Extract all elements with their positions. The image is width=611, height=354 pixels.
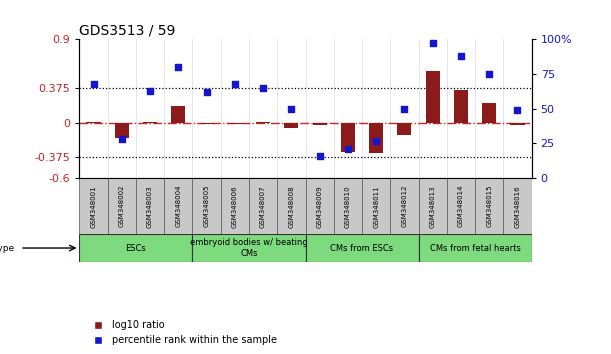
Point bbox=[145, 88, 155, 93]
Text: GSM348007: GSM348007 bbox=[260, 185, 266, 228]
Text: GSM348005: GSM348005 bbox=[203, 185, 210, 228]
Bar bbox=[115, 122, 129, 138]
Text: CMs from ESCs: CMs from ESCs bbox=[331, 244, 393, 252]
Point bbox=[456, 53, 466, 58]
Text: GSM348003: GSM348003 bbox=[147, 185, 153, 228]
Text: GSM348010: GSM348010 bbox=[345, 185, 351, 228]
Point bbox=[315, 153, 324, 159]
Text: GSM348015: GSM348015 bbox=[486, 185, 492, 228]
Bar bbox=[426, 70, 440, 122]
Point bbox=[400, 106, 409, 112]
FancyBboxPatch shape bbox=[277, 178, 306, 234]
FancyBboxPatch shape bbox=[503, 178, 532, 234]
Point bbox=[513, 107, 522, 113]
FancyBboxPatch shape bbox=[221, 178, 249, 234]
Text: CMs from fetal hearts: CMs from fetal hearts bbox=[430, 244, 521, 252]
Text: cell type: cell type bbox=[0, 244, 15, 252]
Bar bbox=[313, 122, 327, 125]
FancyBboxPatch shape bbox=[419, 234, 532, 262]
FancyBboxPatch shape bbox=[334, 178, 362, 234]
FancyBboxPatch shape bbox=[79, 234, 192, 262]
Point bbox=[428, 40, 437, 46]
Bar bbox=[200, 122, 214, 124]
Text: GSM348001: GSM348001 bbox=[90, 185, 97, 228]
Point bbox=[343, 146, 353, 152]
FancyBboxPatch shape bbox=[79, 178, 108, 234]
Bar bbox=[510, 122, 524, 125]
Bar bbox=[369, 122, 383, 153]
Point bbox=[117, 136, 126, 142]
Point bbox=[287, 106, 296, 112]
FancyBboxPatch shape bbox=[419, 178, 447, 234]
Text: GDS3513 / 59: GDS3513 / 59 bbox=[79, 24, 176, 38]
FancyBboxPatch shape bbox=[249, 178, 277, 234]
FancyBboxPatch shape bbox=[390, 178, 419, 234]
FancyBboxPatch shape bbox=[306, 178, 334, 234]
Text: embryoid bodies w/ beating
CMs: embryoid bodies w/ beating CMs bbox=[190, 238, 308, 258]
Bar bbox=[284, 122, 298, 128]
FancyBboxPatch shape bbox=[192, 178, 221, 234]
Point bbox=[485, 71, 494, 76]
Point bbox=[230, 81, 240, 86]
Bar bbox=[482, 103, 496, 122]
Text: GSM348012: GSM348012 bbox=[401, 185, 408, 228]
Text: GSM348009: GSM348009 bbox=[316, 185, 323, 228]
Point bbox=[174, 64, 183, 70]
FancyBboxPatch shape bbox=[192, 234, 306, 262]
Bar bbox=[171, 106, 185, 122]
Text: GSM348016: GSM348016 bbox=[514, 185, 521, 228]
Legend: log10 ratio, percentile rank within the sample: log10 ratio, percentile rank within the … bbox=[84, 316, 282, 349]
Bar bbox=[454, 90, 468, 122]
Point bbox=[258, 85, 268, 91]
Text: ESCs: ESCs bbox=[126, 244, 146, 252]
Point bbox=[202, 89, 211, 95]
Text: GSM348013: GSM348013 bbox=[430, 185, 436, 228]
Point bbox=[371, 138, 381, 143]
Point bbox=[89, 81, 98, 86]
Bar bbox=[397, 122, 411, 135]
FancyBboxPatch shape bbox=[447, 178, 475, 234]
FancyBboxPatch shape bbox=[108, 178, 136, 234]
FancyBboxPatch shape bbox=[362, 178, 390, 234]
Text: GSM348008: GSM348008 bbox=[288, 185, 295, 228]
Bar bbox=[228, 122, 242, 124]
Text: GSM348011: GSM348011 bbox=[373, 185, 379, 228]
Text: GSM348004: GSM348004 bbox=[175, 185, 181, 228]
FancyBboxPatch shape bbox=[164, 178, 192, 234]
Text: GSM348006: GSM348006 bbox=[232, 185, 238, 228]
Bar bbox=[341, 122, 355, 152]
FancyBboxPatch shape bbox=[475, 178, 503, 234]
Text: GSM348014: GSM348014 bbox=[458, 185, 464, 228]
FancyBboxPatch shape bbox=[306, 234, 419, 262]
FancyBboxPatch shape bbox=[136, 178, 164, 234]
Text: GSM348002: GSM348002 bbox=[119, 185, 125, 228]
